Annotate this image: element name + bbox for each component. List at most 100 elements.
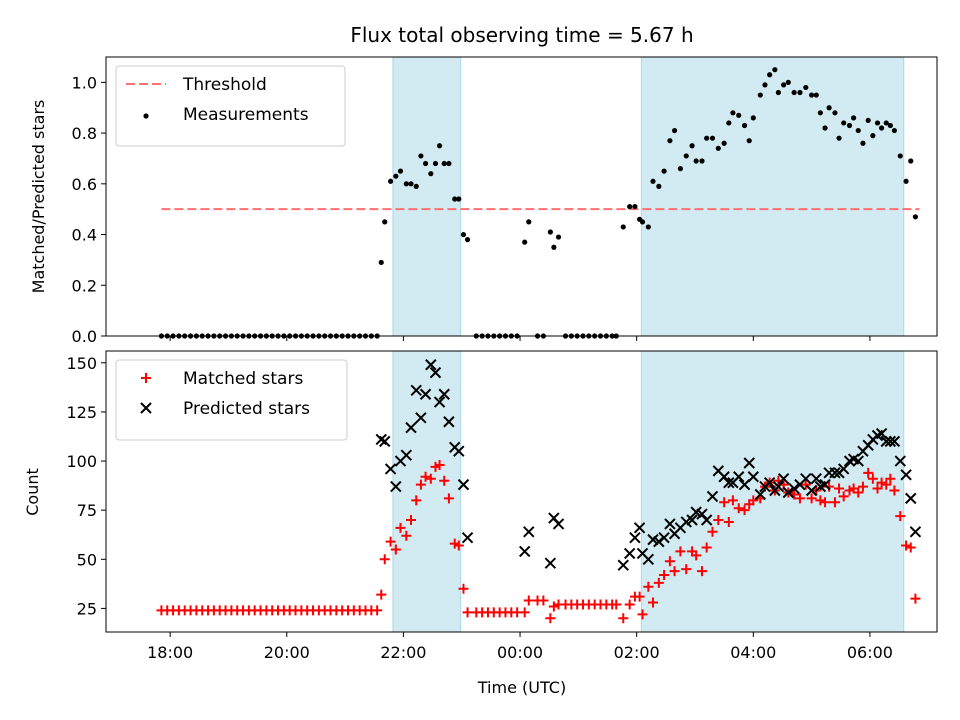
predicted-stars-point (419, 388, 432, 400)
predicted-stars-point (800, 473, 812, 485)
matched-stars-point (701, 542, 712, 553)
y-tick-label: 100 (66, 452, 97, 471)
measurement-point (428, 171, 434, 177)
measurement-point (620, 224, 626, 230)
predicted-stars-point (658, 531, 670, 544)
measurement-point (841, 120, 847, 126)
predicted-stars-point (384, 463, 397, 475)
measurement-point (704, 135, 710, 141)
measurement-point (547, 229, 553, 235)
matched-stars-point (545, 613, 556, 624)
measurement-point (750, 115, 756, 121)
predicted-stars-point (664, 518, 676, 530)
measurement-point (522, 239, 528, 245)
measurement-point (772, 67, 778, 73)
measurement-point (813, 92, 819, 98)
measurement-point (874, 120, 881, 126)
predicted-stars-point (772, 480, 785, 493)
predicted-stars-point (819, 478, 831, 491)
predicted-stars-point (523, 526, 535, 538)
matched-stars-point (415, 479, 426, 490)
predicted-stars-point (379, 435, 391, 448)
matched-stars-point (885, 473, 896, 484)
predicted-stars-point (747, 471, 760, 483)
matched-stars-point (838, 491, 849, 502)
series-measurements (158, 67, 919, 339)
measurement-point (721, 140, 727, 146)
x-tick-label: 18:00 (147, 643, 193, 662)
y-tick-label: 0.4 (72, 226, 97, 245)
predicted-stars-point (623, 547, 636, 560)
measurement-point (791, 89, 797, 96)
matched-stars-point (519, 607, 530, 618)
predicted-stars-point (788, 482, 800, 495)
measurement-point (397, 168, 404, 174)
matched-stars-point (713, 514, 724, 525)
legend-label: Threshold (182, 75, 267, 95)
legend-measurement-swatch (143, 113, 149, 119)
matched-stars-point (372, 605, 383, 616)
predicted-stars-point (829, 467, 841, 479)
top-y-axis-label: Matched/Predicted stars (29, 100, 48, 294)
y-tick-label: 75 (77, 501, 97, 520)
predicted-stars-point (425, 359, 437, 371)
measurement-point (855, 127, 861, 134)
measurement-point (551, 244, 557, 250)
matched-stars-point (425, 473, 436, 484)
bottom-y-axis-label: Count (23, 468, 42, 516)
measurement-point (441, 160, 447, 167)
predicted-stars-point (518, 545, 531, 558)
measurement-point (826, 105, 832, 111)
matched-stars-point (691, 550, 702, 561)
matched-stars-point (867, 473, 878, 484)
y-tick-label: 125 (66, 403, 97, 422)
predicted-stars-point (905, 492, 917, 505)
predicted-stars-point (642, 553, 655, 566)
predicted-stars-point (706, 490, 719, 503)
predicted-stars-point (629, 531, 641, 544)
matched-stars-point (458, 583, 469, 594)
matched-stars-point (648, 597, 659, 608)
legend-label: Matched stars (183, 369, 303, 389)
measurement-point (781, 82, 787, 88)
matched-stars-point (434, 459, 445, 470)
matched-stars-point (834, 483, 845, 494)
measurement-point (436, 143, 443, 149)
legend-matched-swatch (141, 373, 151, 383)
predicted-stars-point (453, 445, 465, 457)
measurement-point (408, 181, 414, 187)
measurement-point (422, 160, 429, 167)
matched-stars-point (395, 522, 406, 533)
measurement-point (432, 160, 439, 167)
matched-stars-point (901, 540, 912, 551)
measurement-point (736, 112, 742, 118)
measurement-point (413, 183, 419, 189)
measurement-point (689, 143, 695, 149)
measurement-point (836, 135, 842, 141)
measurement-point (683, 153, 689, 159)
matched-stars-point (618, 613, 629, 624)
matched-stars-point (643, 581, 654, 592)
measurement-point (452, 196, 458, 202)
count-panel: 25 50 75 100 125 150 18:00 20:00 22:00 00:00 02:00… (66, 350, 938, 662)
y-tick-label: 1.0 (72, 73, 97, 92)
y-tick-label: 25 (77, 599, 97, 618)
measurement-point (456, 196, 462, 202)
matched-stars-point (379, 554, 390, 565)
predicted-stars-point (894, 455, 906, 467)
predicted-stars-point (410, 384, 422, 397)
x-axis-label: Time (UTC) (477, 678, 566, 697)
predicted-stars-point (782, 486, 795, 499)
measurement-point (908, 158, 914, 164)
matched-stars-point (637, 609, 648, 620)
matched-stars-point (411, 495, 422, 506)
predicted-stars-point (880, 435, 892, 448)
measurement-point (730, 110, 736, 116)
x-tick-label: 02:00 (614, 643, 660, 662)
predicted-stars-point (429, 366, 442, 379)
matched-stars-point (385, 536, 396, 547)
legend-predicted-swatch (140, 402, 152, 414)
matched-stars-point (624, 599, 635, 610)
predicted-stars-point (884, 435, 897, 448)
measurement-point (903, 178, 909, 184)
